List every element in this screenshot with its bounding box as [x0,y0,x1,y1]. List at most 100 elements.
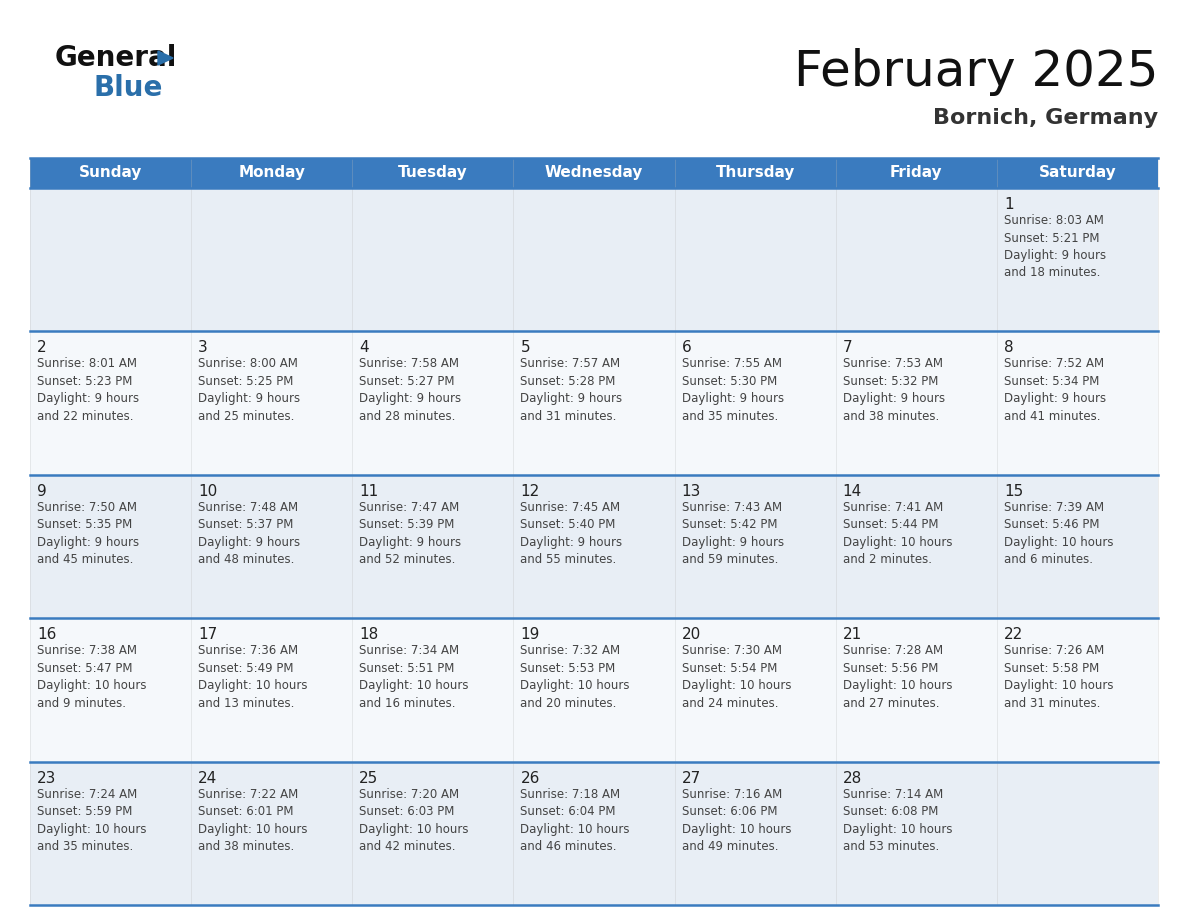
Bar [30,762,191,905]
Text: Blue: Blue [93,74,163,102]
Bar [997,331,1158,475]
Bar [191,618,353,762]
Bar [835,475,997,618]
Bar [353,618,513,762]
Bar [675,618,835,762]
Bar [997,475,1158,618]
Text: General: General [55,44,177,72]
Text: 11: 11 [359,484,379,498]
Bar [30,475,191,618]
Text: 17: 17 [198,627,217,643]
Text: 14: 14 [842,484,862,498]
Text: Sunrise: 7:30 AM
Sunset: 5:54 PM
Daylight: 10 hours
and 24 minutes.: Sunrise: 7:30 AM Sunset: 5:54 PM Dayligh… [682,644,791,710]
Bar [353,762,513,905]
Text: Sunrise: 7:20 AM
Sunset: 6:03 PM
Daylight: 10 hours
and 42 minutes.: Sunrise: 7:20 AM Sunset: 6:03 PM Dayligh… [359,788,469,853]
Bar [835,331,997,475]
Text: Friday: Friday [890,165,942,181]
Text: 8: 8 [1004,341,1013,355]
Text: Sunrise: 7:18 AM
Sunset: 6:04 PM
Daylight: 10 hours
and 46 minutes.: Sunrise: 7:18 AM Sunset: 6:04 PM Dayligh… [520,788,630,853]
Text: February 2025: February 2025 [794,48,1158,96]
Bar [191,331,353,475]
Bar [191,158,353,188]
Bar [353,158,513,188]
Bar [675,762,835,905]
Bar [513,618,675,762]
Text: Sunrise: 7:45 AM
Sunset: 5:40 PM
Daylight: 9 hours
and 55 minutes.: Sunrise: 7:45 AM Sunset: 5:40 PM Dayligh… [520,501,623,566]
Text: Sunrise: 7:28 AM
Sunset: 5:56 PM
Daylight: 10 hours
and 27 minutes.: Sunrise: 7:28 AM Sunset: 5:56 PM Dayligh… [842,644,953,710]
Text: Bornich, Germany: Bornich, Germany [933,108,1158,128]
Text: Monday: Monday [239,165,305,181]
Text: Sunrise: 7:47 AM
Sunset: 5:39 PM
Daylight: 9 hours
and 52 minutes.: Sunrise: 7:47 AM Sunset: 5:39 PM Dayligh… [359,501,461,566]
Text: 24: 24 [198,770,217,786]
Text: Wednesday: Wednesday [545,165,643,181]
Bar [191,188,353,331]
Text: 20: 20 [682,627,701,643]
Text: 21: 21 [842,627,862,643]
Text: 1: 1 [1004,197,1013,212]
Text: 9: 9 [37,484,46,498]
Text: Sunrise: 8:01 AM
Sunset: 5:23 PM
Daylight: 9 hours
and 22 minutes.: Sunrise: 8:01 AM Sunset: 5:23 PM Dayligh… [37,357,139,423]
Text: Sunrise: 7:39 AM
Sunset: 5:46 PM
Daylight: 10 hours
and 6 minutes.: Sunrise: 7:39 AM Sunset: 5:46 PM Dayligh… [1004,501,1113,566]
Text: Sunrise: 8:03 AM
Sunset: 5:21 PM
Daylight: 9 hours
and 18 minutes.: Sunrise: 8:03 AM Sunset: 5:21 PM Dayligh… [1004,214,1106,279]
Text: Sunrise: 7:26 AM
Sunset: 5:58 PM
Daylight: 10 hours
and 31 minutes.: Sunrise: 7:26 AM Sunset: 5:58 PM Dayligh… [1004,644,1113,710]
Text: Sunrise: 7:22 AM
Sunset: 6:01 PM
Daylight: 10 hours
and 38 minutes.: Sunrise: 7:22 AM Sunset: 6:01 PM Dayligh… [198,788,308,853]
Text: 3: 3 [198,341,208,355]
Text: Sunrise: 7:52 AM
Sunset: 5:34 PM
Daylight: 9 hours
and 41 minutes.: Sunrise: 7:52 AM Sunset: 5:34 PM Dayligh… [1004,357,1106,423]
Text: Sunrise: 7:43 AM
Sunset: 5:42 PM
Daylight: 9 hours
and 59 minutes.: Sunrise: 7:43 AM Sunset: 5:42 PM Dayligh… [682,501,784,566]
Text: 23: 23 [37,770,56,786]
Text: 22: 22 [1004,627,1023,643]
Text: Sunrise: 7:14 AM
Sunset: 6:08 PM
Daylight: 10 hours
and 53 minutes.: Sunrise: 7:14 AM Sunset: 6:08 PM Dayligh… [842,788,953,853]
Text: 28: 28 [842,770,862,786]
Text: Sunrise: 7:24 AM
Sunset: 5:59 PM
Daylight: 10 hours
and 35 minutes.: Sunrise: 7:24 AM Sunset: 5:59 PM Dayligh… [37,788,146,853]
Text: Sunrise: 7:58 AM
Sunset: 5:27 PM
Daylight: 9 hours
and 28 minutes.: Sunrise: 7:58 AM Sunset: 5:27 PM Dayligh… [359,357,461,423]
Text: 18: 18 [359,627,379,643]
Text: Sunrise: 7:16 AM
Sunset: 6:06 PM
Daylight: 10 hours
and 49 minutes.: Sunrise: 7:16 AM Sunset: 6:06 PM Dayligh… [682,788,791,853]
Bar [30,618,191,762]
Text: Sunday: Sunday [78,165,143,181]
Bar [675,475,835,618]
Text: Sunrise: 8:00 AM
Sunset: 5:25 PM
Daylight: 9 hours
and 25 minutes.: Sunrise: 8:00 AM Sunset: 5:25 PM Dayligh… [198,357,301,423]
Text: 10: 10 [198,484,217,498]
Bar [191,475,353,618]
Bar [675,158,835,188]
Text: 6: 6 [682,341,691,355]
Text: 27: 27 [682,770,701,786]
Text: Sunrise: 7:38 AM
Sunset: 5:47 PM
Daylight: 10 hours
and 9 minutes.: Sunrise: 7:38 AM Sunset: 5:47 PM Dayligh… [37,644,146,710]
Text: Saturday: Saturday [1038,165,1117,181]
Text: 25: 25 [359,770,379,786]
Text: Sunrise: 7:48 AM
Sunset: 5:37 PM
Daylight: 9 hours
and 48 minutes.: Sunrise: 7:48 AM Sunset: 5:37 PM Dayligh… [198,501,301,566]
Bar [675,188,835,331]
Bar [997,618,1158,762]
Text: Sunrise: 7:57 AM
Sunset: 5:28 PM
Daylight: 9 hours
and 31 minutes.: Sunrise: 7:57 AM Sunset: 5:28 PM Dayligh… [520,357,623,423]
Text: Sunrise: 7:41 AM
Sunset: 5:44 PM
Daylight: 10 hours
and 2 minutes.: Sunrise: 7:41 AM Sunset: 5:44 PM Dayligh… [842,501,953,566]
Bar [353,475,513,618]
Text: Sunrise: 7:36 AM
Sunset: 5:49 PM
Daylight: 10 hours
and 13 minutes.: Sunrise: 7:36 AM Sunset: 5:49 PM Dayligh… [198,644,308,710]
Bar [353,188,513,331]
Bar [513,762,675,905]
Text: Sunrise: 7:32 AM
Sunset: 5:53 PM
Daylight: 10 hours
and 20 minutes.: Sunrise: 7:32 AM Sunset: 5:53 PM Dayligh… [520,644,630,710]
Text: 12: 12 [520,484,539,498]
Bar [835,618,997,762]
Text: 16: 16 [37,627,56,643]
Bar [30,188,191,331]
Bar [513,475,675,618]
Text: Sunrise: 7:55 AM
Sunset: 5:30 PM
Daylight: 9 hours
and 35 minutes.: Sunrise: 7:55 AM Sunset: 5:30 PM Dayligh… [682,357,784,423]
Bar [513,188,675,331]
Bar [997,158,1158,188]
Text: 13: 13 [682,484,701,498]
Text: Tuesday: Tuesday [398,165,468,181]
Text: Sunrise: 7:34 AM
Sunset: 5:51 PM
Daylight: 10 hours
and 16 minutes.: Sunrise: 7:34 AM Sunset: 5:51 PM Dayligh… [359,644,469,710]
Bar [353,331,513,475]
Bar [675,331,835,475]
Text: 5: 5 [520,341,530,355]
Bar [997,762,1158,905]
Bar [835,762,997,905]
Text: Sunrise: 7:53 AM
Sunset: 5:32 PM
Daylight: 9 hours
and 38 minutes.: Sunrise: 7:53 AM Sunset: 5:32 PM Dayligh… [842,357,944,423]
Polygon shape [158,51,173,65]
Bar [30,158,191,188]
Bar [835,158,997,188]
Bar [997,188,1158,331]
Text: 15: 15 [1004,484,1023,498]
Bar [513,331,675,475]
Text: Sunrise: 7:50 AM
Sunset: 5:35 PM
Daylight: 9 hours
and 45 minutes.: Sunrise: 7:50 AM Sunset: 5:35 PM Dayligh… [37,501,139,566]
